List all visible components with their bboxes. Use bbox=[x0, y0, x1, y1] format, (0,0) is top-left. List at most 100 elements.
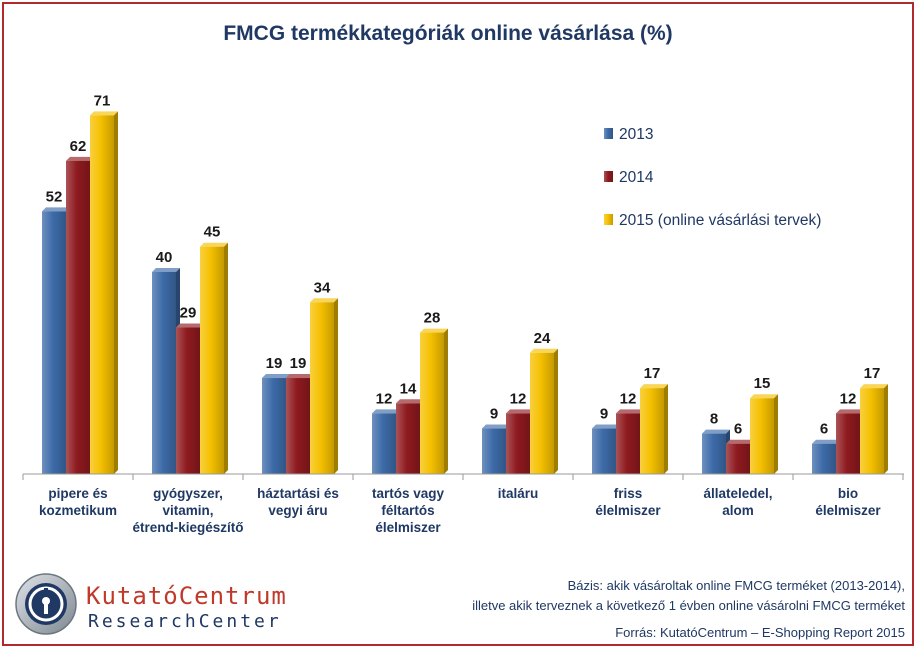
logo-name-line2: ResearchCenter bbox=[88, 611, 282, 632]
data-label: 19 bbox=[290, 355, 307, 372]
legend-swatch bbox=[604, 128, 613, 139]
bar bbox=[90, 115, 114, 474]
bar bbox=[640, 388, 664, 474]
bar-top-bevel bbox=[152, 267, 180, 272]
bar bbox=[812, 443, 836, 474]
chart-title: FMCG termékkategóriák online vásárlása (… bbox=[223, 22, 672, 45]
bar-side-bevel bbox=[664, 384, 668, 474]
bar bbox=[702, 433, 726, 474]
data-label: 34 bbox=[314, 279, 331, 296]
category-label: alom bbox=[722, 503, 754, 518]
data-label: 45 bbox=[204, 224, 221, 241]
category-label: élelmiszer bbox=[375, 520, 441, 535]
footer-basis-line2: illetve akik terveznek a következő 1 évb… bbox=[472, 598, 905, 613]
bar bbox=[372, 413, 396, 474]
bar-top-bevel bbox=[90, 111, 118, 116]
bar bbox=[286, 378, 310, 474]
bar bbox=[506, 413, 530, 474]
bar-top-bevel bbox=[420, 328, 448, 333]
logo: KutatóCentrum ResearchCenter bbox=[15, 573, 287, 635]
category-label: állateledel, bbox=[703, 486, 772, 501]
bar bbox=[152, 271, 176, 474]
bar-top-bevel bbox=[200, 242, 228, 247]
data-label: 24 bbox=[534, 330, 551, 347]
category-label: friss bbox=[614, 486, 643, 501]
bar-top-bevel bbox=[482, 424, 510, 429]
bar-top-bevel bbox=[836, 409, 864, 414]
data-label: 8 bbox=[710, 411, 718, 428]
bar bbox=[420, 332, 444, 474]
category-label: vitamin, bbox=[162, 503, 213, 518]
data-label: 17 bbox=[644, 365, 661, 382]
legend-entry: 2014 bbox=[619, 169, 654, 186]
category-label: vegyi áru bbox=[268, 503, 327, 518]
legend-swatch bbox=[604, 214, 613, 225]
legend-swatch bbox=[604, 171, 613, 182]
legend: 2013 2014 2015 (online vásárlási tervek) bbox=[604, 126, 821, 229]
category-label: féltartós bbox=[381, 503, 434, 518]
bar bbox=[592, 428, 616, 474]
bar-top-bevel bbox=[42, 207, 70, 212]
data-label: 12 bbox=[840, 390, 857, 407]
bar-side-bevel bbox=[224, 242, 228, 474]
bar-top-bevel bbox=[176, 323, 204, 328]
bar-top-bevel bbox=[506, 409, 534, 414]
logo-name-line1: KutatóCentrum bbox=[86, 582, 287, 610]
bar-top-bevel bbox=[66, 156, 94, 161]
data-label: 12 bbox=[510, 390, 527, 407]
category-label: tartós vagy bbox=[372, 486, 445, 501]
data-label: 71 bbox=[94, 92, 111, 109]
bar-top-bevel bbox=[262, 374, 290, 379]
bar-side-bevel bbox=[444, 328, 448, 474]
bar bbox=[530, 352, 554, 474]
footer-basis-line1: Bázis: akik vásároltak online FMCG termé… bbox=[568, 578, 905, 593]
category-label: élelmiszer bbox=[815, 503, 881, 518]
bar bbox=[176, 327, 200, 474]
bar bbox=[726, 443, 750, 474]
data-label: 9 bbox=[600, 406, 608, 423]
plot-area: 52 62 71 pipere és kozmetikum 40 29 45 gyógyszer… bbox=[22, 92, 904, 535]
bar bbox=[66, 160, 90, 475]
bar-top-bevel bbox=[750, 394, 778, 399]
data-label: 40 bbox=[156, 249, 173, 266]
bar-side-bevel bbox=[774, 394, 778, 474]
bar-top-bevel bbox=[812, 439, 840, 444]
category-label: élelmiszer bbox=[595, 503, 661, 518]
bar bbox=[750, 398, 774, 474]
data-label: 62 bbox=[70, 138, 87, 155]
data-label: 14 bbox=[400, 380, 417, 397]
category-label: italáru bbox=[498, 486, 539, 501]
data-label: 28 bbox=[424, 310, 441, 327]
data-label: 17 bbox=[864, 365, 881, 382]
data-label: 6 bbox=[734, 421, 742, 438]
category-label: étrend-kiegészítő bbox=[132, 520, 243, 535]
bar bbox=[200, 246, 224, 474]
data-label: 19 bbox=[266, 355, 283, 372]
category-label: gyógyszer, bbox=[153, 486, 223, 501]
data-label: 15 bbox=[754, 375, 771, 392]
bar-side-bevel bbox=[114, 111, 118, 474]
data-label: 29 bbox=[180, 305, 197, 322]
bar bbox=[482, 428, 506, 474]
bar-top-bevel bbox=[860, 384, 888, 389]
bar bbox=[616, 413, 640, 474]
bar-top-bevel bbox=[592, 424, 620, 429]
data-label: 52 bbox=[46, 188, 63, 205]
bar-top-bevel bbox=[286, 374, 314, 379]
bar-side-bevel bbox=[334, 298, 338, 474]
bar bbox=[262, 378, 286, 474]
category-label: bio bbox=[838, 486, 858, 501]
category-label: háztartási és bbox=[257, 486, 339, 501]
bar-top-bevel bbox=[530, 348, 558, 353]
category-label: pipere és bbox=[48, 486, 107, 501]
bar bbox=[860, 388, 884, 474]
data-label: 6 bbox=[820, 421, 828, 438]
data-label: 9 bbox=[490, 406, 498, 423]
bar-top-bevel bbox=[702, 429, 730, 434]
bar bbox=[836, 413, 860, 474]
bar-side-bevel bbox=[884, 384, 888, 474]
bar-top-bevel bbox=[726, 439, 754, 444]
bar-top-bevel bbox=[372, 409, 400, 414]
bar-top-bevel bbox=[396, 399, 424, 404]
bar bbox=[396, 403, 420, 474]
